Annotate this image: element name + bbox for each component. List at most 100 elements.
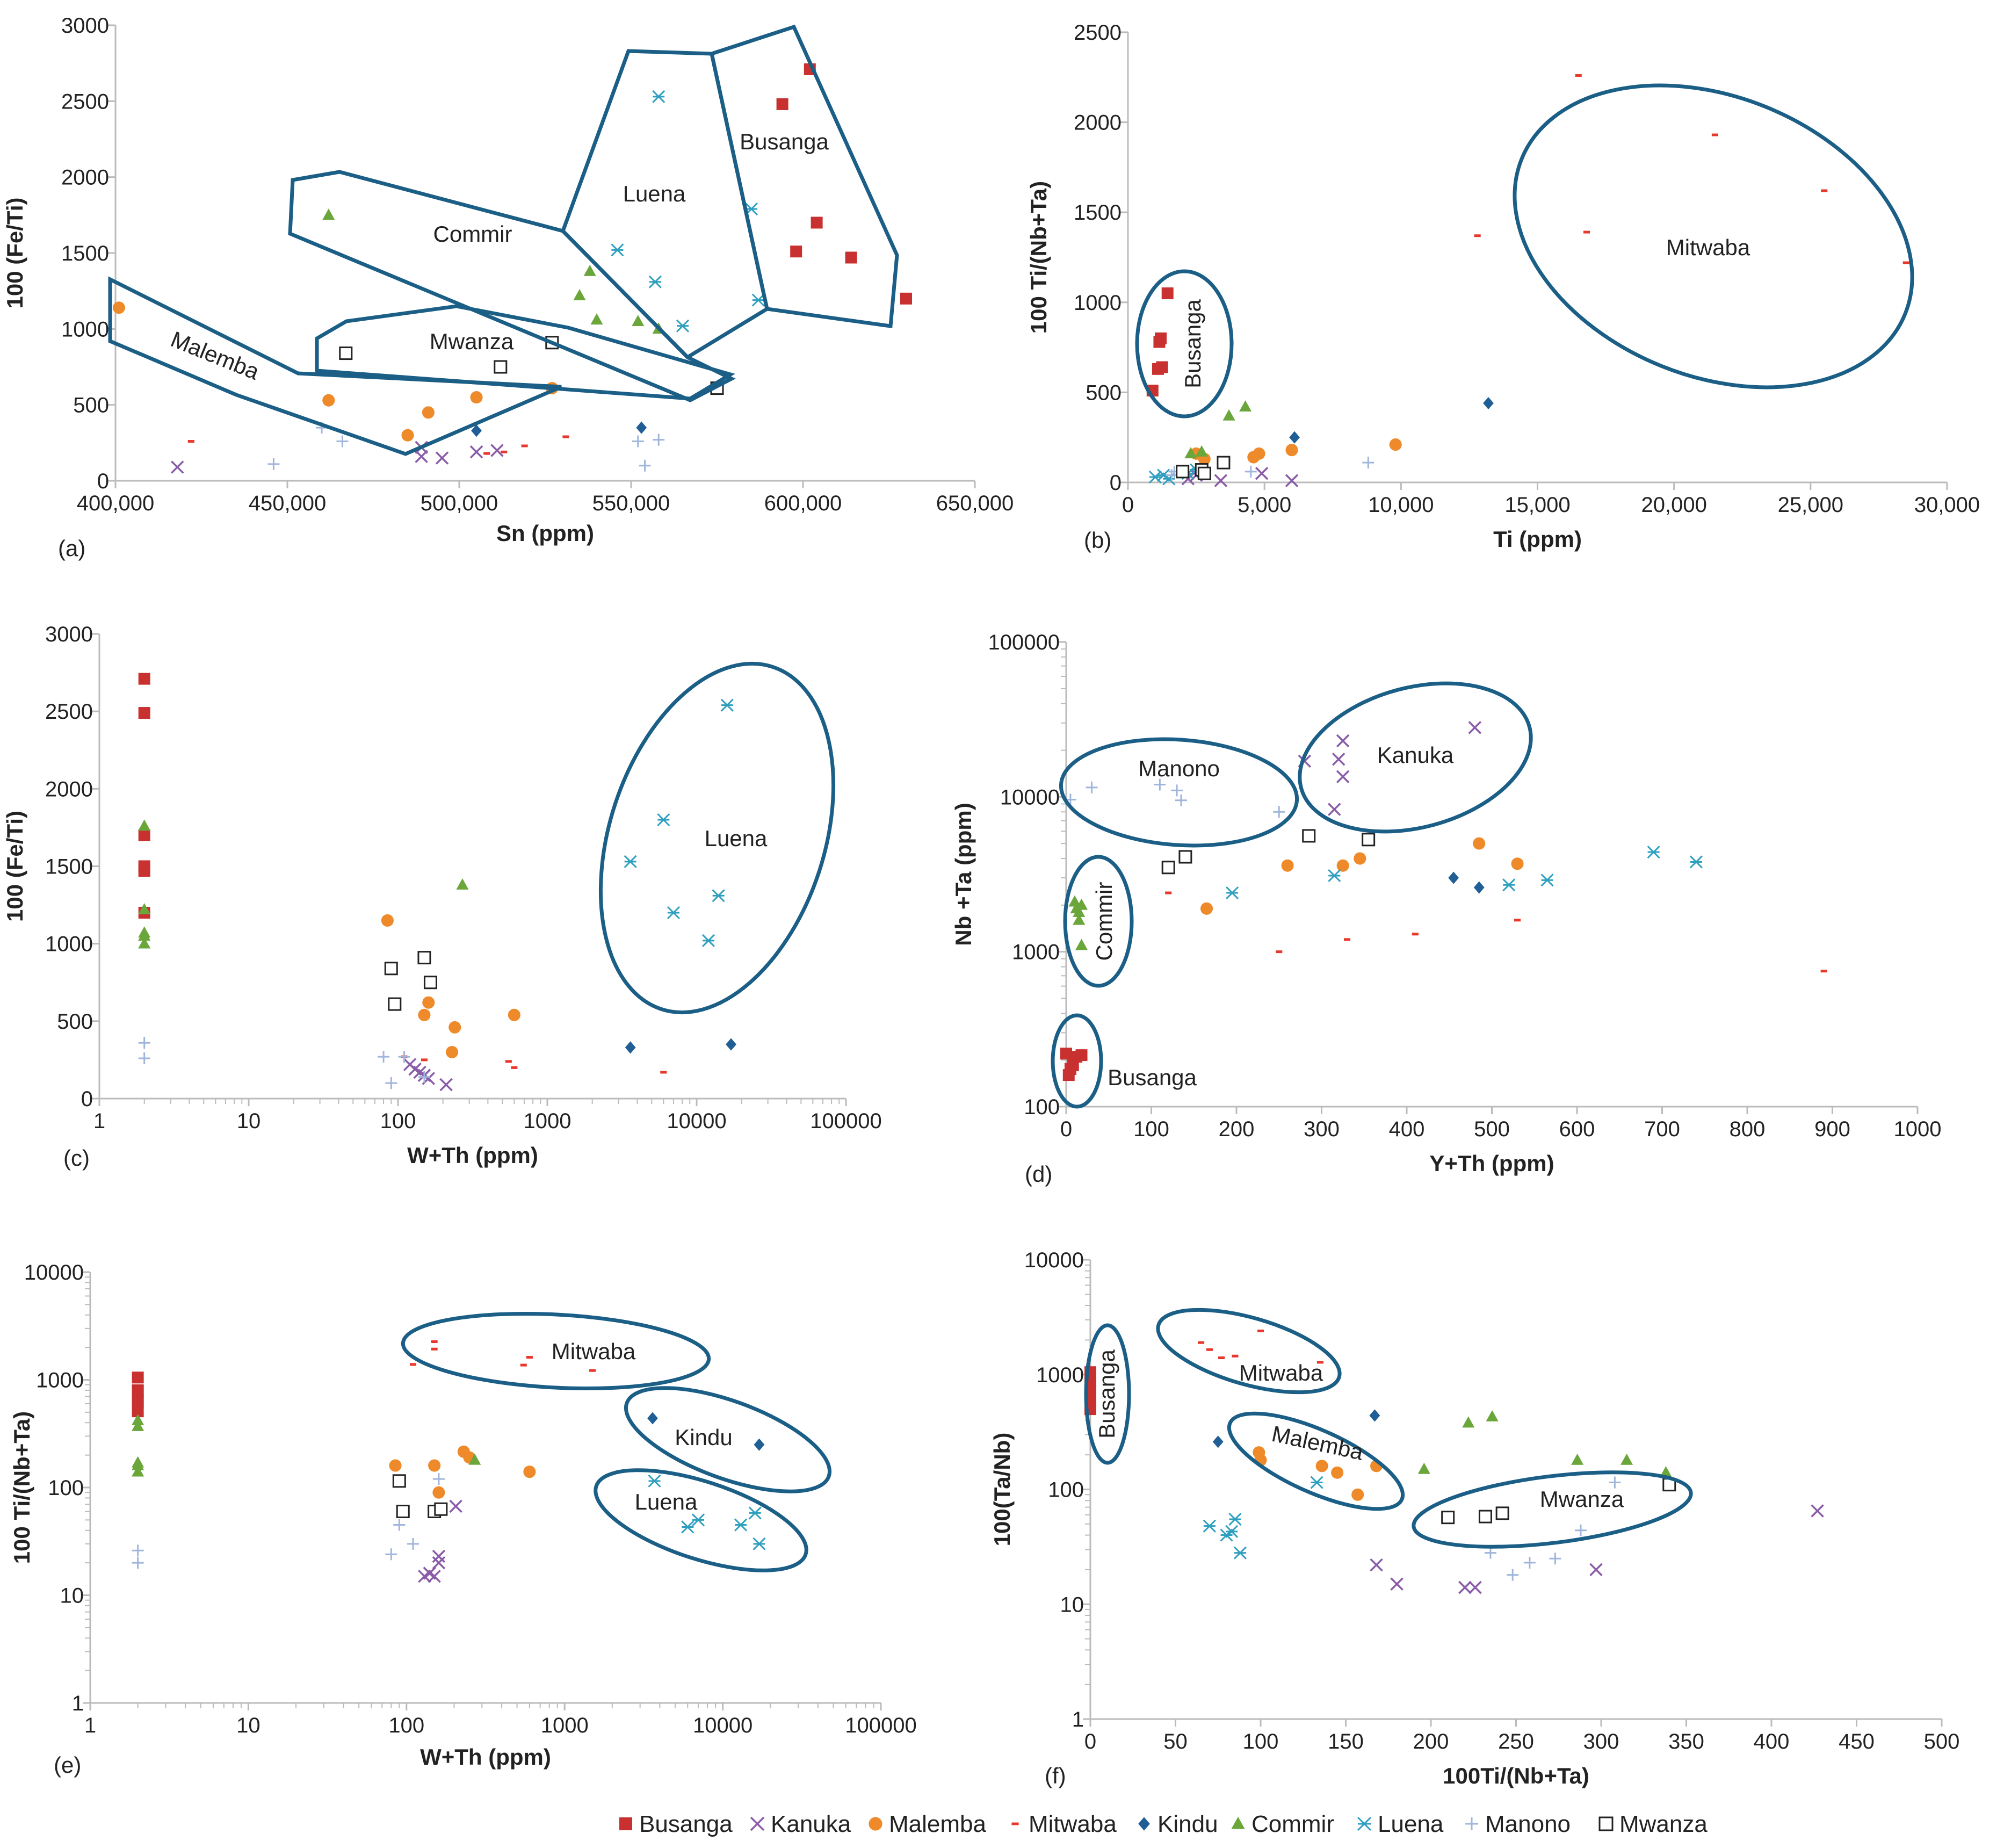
- y-tick-label: 0: [1110, 471, 1122, 495]
- point-malemba: [112, 301, 125, 314]
- x-axis-label: Ti (ppm): [1493, 526, 1582, 552]
- legend-label-busanga: Busanga: [639, 1811, 733, 1837]
- point-kindu: [726, 1038, 736, 1051]
- point-kanuka: [469, 445, 483, 459]
- region-label-luena-c: Luena: [705, 826, 768, 851]
- region-mwanza-a: [315, 304, 735, 401]
- point-busanga: [132, 1371, 144, 1384]
- point-manono: [1484, 1547, 1496, 1559]
- point-malemba: [381, 914, 394, 927]
- y-tick-label: 1500: [61, 242, 109, 265]
- y-axis-label: 100 Ti/(Nb+Ta): [9, 1411, 34, 1564]
- point-commir: [1195, 445, 1208, 457]
- point-luena: [751, 293, 765, 307]
- panel-d-marks: 0 100 200 300 400 500 600 700 800 900 100010010001…: [951, 631, 1941, 1176]
- y-tick-label: 1000: [1036, 1363, 1084, 1387]
- x-tick-label: 600,000: [764, 492, 842, 515]
- point-malemba: [322, 394, 335, 407]
- point-luena: [701, 934, 715, 947]
- point-mwanza: [339, 346, 353, 360]
- point-manono: [1171, 784, 1183, 797]
- point-malemba: [1315, 1460, 1328, 1472]
- point-mitwaba: [562, 435, 569, 438]
- point-luena: [748, 1506, 762, 1520]
- point-mwanza: [1441, 1511, 1455, 1525]
- point-kindu: [1289, 431, 1300, 444]
- point-busanga: [132, 1395, 144, 1407]
- point-mitwaba: [1165, 891, 1172, 894]
- point-manono: [1273, 806, 1285, 818]
- point-commir: [1068, 895, 1081, 907]
- point-malemba: [422, 406, 435, 419]
- point-kanuka: [170, 460, 184, 474]
- point-manono: [336, 435, 349, 447]
- legend-marker-mitwaba: [1011, 1822, 1019, 1825]
- point-commir: [132, 1465, 144, 1477]
- y-tick-label: 500: [57, 1010, 93, 1034]
- point-luena: [1225, 1525, 1239, 1538]
- region-label-mwanza-a: Mwanza: [430, 329, 514, 354]
- panel-label-d: (d): [1025, 1161, 1052, 1187]
- legend-label-luena: Luena: [1378, 1811, 1444, 1837]
- point-luena: [720, 698, 734, 712]
- x-tick-label: 500: [1924, 1730, 1960, 1753]
- point-mitwaba: [501, 450, 508, 453]
- panel-e: 1 10 100 1000 10000 100000 1 10 100 1000 10000 W+Th…: [9, 1261, 917, 1778]
- point-manono: [653, 434, 665, 446]
- point-commir: [456, 878, 469, 890]
- point-mitwaba: [1198, 1341, 1205, 1344]
- point-malemba: [1253, 447, 1265, 460]
- point-commir: [138, 903, 151, 915]
- y-tick-label: 1500: [1074, 201, 1122, 225]
- y-tick-label: 1000: [36, 1369, 84, 1392]
- point-commir: [1075, 939, 1088, 950]
- point-mwanza: [1176, 465, 1190, 479]
- y-tick-label: 10: [1060, 1593, 1084, 1616]
- point-mitwaba: [1257, 1329, 1264, 1332]
- point-luena: [1228, 1512, 1242, 1526]
- y-tick-label: 1000: [1074, 291, 1122, 315]
- point-mwanza: [1178, 850, 1192, 864]
- point-kindu: [636, 421, 647, 434]
- point-kanuka: [1255, 467, 1269, 480]
- x-tick-label: 300: [1583, 1730, 1619, 1753]
- point-manono: [1609, 1476, 1621, 1489]
- point-busanga: [132, 1405, 144, 1418]
- point-kanuka: [428, 1569, 441, 1583]
- point-malemba: [418, 1008, 431, 1021]
- x-tick-label: 10,000: [1368, 493, 1434, 517]
- point-commir: [1073, 913, 1086, 925]
- point-malemba: [446, 1045, 459, 1059]
- point-luena: [648, 1474, 661, 1488]
- y-tick-label: 100: [1024, 1095, 1060, 1119]
- point-manono: [1574, 1524, 1587, 1536]
- point-busanga: [1161, 287, 1174, 300]
- point-commir: [132, 1459, 144, 1470]
- legend-marker-busanga: [619, 1817, 632, 1830]
- y-tick-label: 100: [48, 1476, 84, 1500]
- point-malemba: [508, 1008, 520, 1021]
- point-manono: [1245, 465, 1257, 478]
- region-commir-d: [1063, 855, 1134, 988]
- region-manono-d: [1059, 737, 1299, 848]
- panel-f-marks: 0 50 100 150 200 250 300 350 400 450 500 1 10 100 1000…: [989, 1248, 1959, 1788]
- region-busanga-a: [709, 24, 899, 328]
- point-busanga: [1153, 336, 1166, 348]
- point-malemba: [1336, 859, 1349, 872]
- region-busanga-f: [1084, 1323, 1131, 1465]
- region-label-luena-e: Luena: [635, 1489, 698, 1514]
- region-label-busanga-d: Busanga: [1108, 1065, 1197, 1090]
- x-tick-label: 800: [1730, 1117, 1766, 1141]
- x-tick-label: 200: [1413, 1730, 1449, 1753]
- y-tick-label: 100: [1048, 1478, 1084, 1502]
- point-luena: [1689, 855, 1703, 869]
- point-malemba: [422, 996, 435, 1009]
- point-commir: [583, 264, 596, 276]
- region-mitwaba-b: [1513, 83, 1914, 389]
- legend-marker-manono: [1465, 1817, 1478, 1830]
- point-malemba: [1473, 837, 1486, 850]
- x-tick-label: 30,000: [1914, 493, 1980, 517]
- point-busanga: [138, 829, 150, 841]
- panel-label-a: (a): [58, 536, 85, 561]
- point-kindu: [1448, 871, 1459, 884]
